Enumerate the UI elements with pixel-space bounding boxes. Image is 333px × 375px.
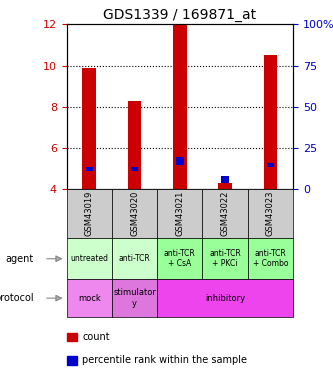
- Bar: [112, 189, 157, 238]
- Bar: [202, 189, 248, 238]
- Bar: [67, 279, 112, 317]
- Bar: [128, 101, 141, 189]
- Bar: [112, 238, 157, 279]
- Bar: [248, 238, 293, 279]
- Bar: [221, 176, 229, 183]
- Text: GSM43023: GSM43023: [266, 191, 275, 237]
- Bar: [248, 189, 293, 238]
- Text: protocol: protocol: [0, 293, 33, 303]
- Bar: [176, 158, 183, 165]
- Bar: [157, 189, 202, 238]
- Bar: [112, 279, 157, 317]
- Bar: [86, 166, 93, 171]
- Bar: [173, 24, 186, 189]
- Text: GSM43021: GSM43021: [175, 191, 184, 237]
- Text: percentile rank within the sample: percentile rank within the sample: [83, 356, 247, 366]
- Text: untreated: untreated: [70, 254, 108, 263]
- Bar: [218, 183, 232, 189]
- Bar: [157, 238, 202, 279]
- Bar: [83, 68, 96, 189]
- Text: anti-TCR
+ PKCi: anti-TCR + PKCi: [209, 249, 241, 268]
- Text: GSM43019: GSM43019: [85, 191, 94, 237]
- Text: mock: mock: [78, 294, 101, 303]
- Bar: [67, 356, 77, 364]
- Title: GDS1339 / 169871_at: GDS1339 / 169871_at: [103, 8, 256, 22]
- Bar: [202, 238, 248, 279]
- Text: anti-TCR
+ CsA: anti-TCR + CsA: [164, 249, 196, 268]
- Bar: [67, 238, 112, 279]
- Text: anti-TCR
+ Combo: anti-TCR + Combo: [253, 249, 288, 268]
- Bar: [267, 163, 274, 166]
- Text: inhibitory: inhibitory: [205, 294, 245, 303]
- Bar: [157, 279, 293, 317]
- Bar: [67, 333, 77, 341]
- Text: agent: agent: [5, 254, 33, 264]
- Bar: [67, 189, 112, 238]
- Text: GSM43020: GSM43020: [130, 191, 139, 237]
- Text: stimulator
y: stimulator y: [113, 288, 156, 308]
- Text: anti-TCR: anti-TCR: [119, 254, 151, 263]
- Text: count: count: [83, 332, 110, 342]
- Bar: [264, 56, 277, 189]
- Text: GSM43022: GSM43022: [220, 191, 230, 237]
- Bar: [131, 166, 138, 171]
